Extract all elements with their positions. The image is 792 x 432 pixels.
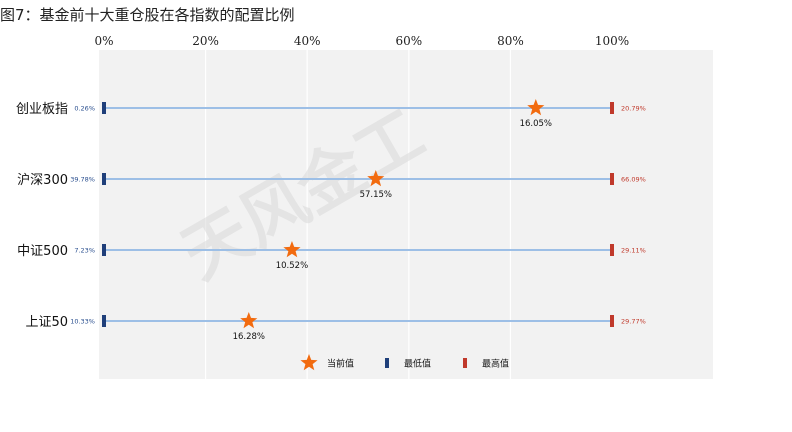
min-marker bbox=[102, 102, 106, 114]
legend-star-icon bbox=[300, 354, 318, 371]
category-row: 创业板指 0.26% 20.79% 16.05% bbox=[16, 99, 646, 129]
min-value-label: 10.33% bbox=[70, 318, 95, 326]
current-star bbox=[367, 170, 385, 187]
current-star bbox=[240, 312, 258, 329]
max-marker bbox=[610, 173, 614, 185]
legend-item-min: 最低值 bbox=[385, 358, 431, 370]
category-row: 上证50 10.33% 29.77% 16.28% bbox=[25, 312, 646, 342]
min-marker bbox=[102, 244, 106, 256]
legend-label: 最高值 bbox=[482, 358, 509, 370]
category-label: 中证500 bbox=[17, 244, 68, 259]
current-value-label: 10.52% bbox=[276, 261, 308, 271]
category-label: 上证50 bbox=[25, 315, 68, 330]
max-value-label: 29.11% bbox=[621, 247, 646, 255]
legend-label: 当前值 bbox=[327, 358, 354, 370]
x-tick-label: 0% bbox=[94, 34, 113, 48]
min-value-label: 7.23% bbox=[74, 247, 95, 255]
min-value-label: 0.26% bbox=[74, 105, 95, 113]
max-value-label: 20.79% bbox=[621, 105, 646, 113]
current-value-label: 57.15% bbox=[360, 190, 392, 200]
x-tick-label: 100% bbox=[595, 34, 629, 48]
current-value-label: 16.05% bbox=[520, 119, 552, 129]
category-label: 创业板指 bbox=[16, 102, 68, 117]
rows: 创业板指 0.26% 20.79% 16.05% 沪深300 39.78% 66.09% 57… bbox=[16, 99, 646, 342]
min-value-label: 39.78% bbox=[70, 176, 95, 184]
max-value-label: 66.09% bbox=[621, 176, 646, 184]
legend-item-max: 最高值 bbox=[463, 358, 509, 370]
x-axis-ticks: 0% 20% 40% 60% 80% 100% bbox=[94, 34, 629, 48]
current-value-label: 16.28% bbox=[233, 332, 265, 342]
chart-title: 图7：基金前十大重仓股在各指数的配置比例 bbox=[0, 6, 295, 24]
x-tick-label: 80% bbox=[497, 34, 524, 48]
x-tick-label: 20% bbox=[192, 34, 219, 48]
x-tick-label: 40% bbox=[294, 34, 321, 48]
max-marker bbox=[610, 244, 614, 256]
min-marker bbox=[102, 315, 106, 327]
current-star bbox=[527, 99, 545, 116]
min-marker bbox=[102, 173, 106, 185]
max-value-label: 29.77% bbox=[621, 318, 646, 326]
max-marker bbox=[610, 315, 614, 327]
legend-max-icon bbox=[463, 358, 467, 368]
grid-lines bbox=[205, 50, 511, 379]
category-row: 中证500 7.23% 29.11% 10.52% bbox=[17, 241, 646, 271]
x-tick-label: 60% bbox=[395, 34, 422, 48]
legend: 当前值 最低值 最高值 bbox=[300, 354, 509, 371]
legend-min-icon bbox=[385, 358, 389, 368]
category-row: 沪深300 39.78% 66.09% 57.15% bbox=[17, 170, 646, 200]
category-label: 沪深300 bbox=[17, 172, 68, 188]
max-marker bbox=[610, 102, 614, 114]
legend-label: 最低值 bbox=[404, 358, 431, 370]
legend-item-current: 当前值 bbox=[300, 354, 354, 371]
current-star bbox=[283, 241, 301, 258]
